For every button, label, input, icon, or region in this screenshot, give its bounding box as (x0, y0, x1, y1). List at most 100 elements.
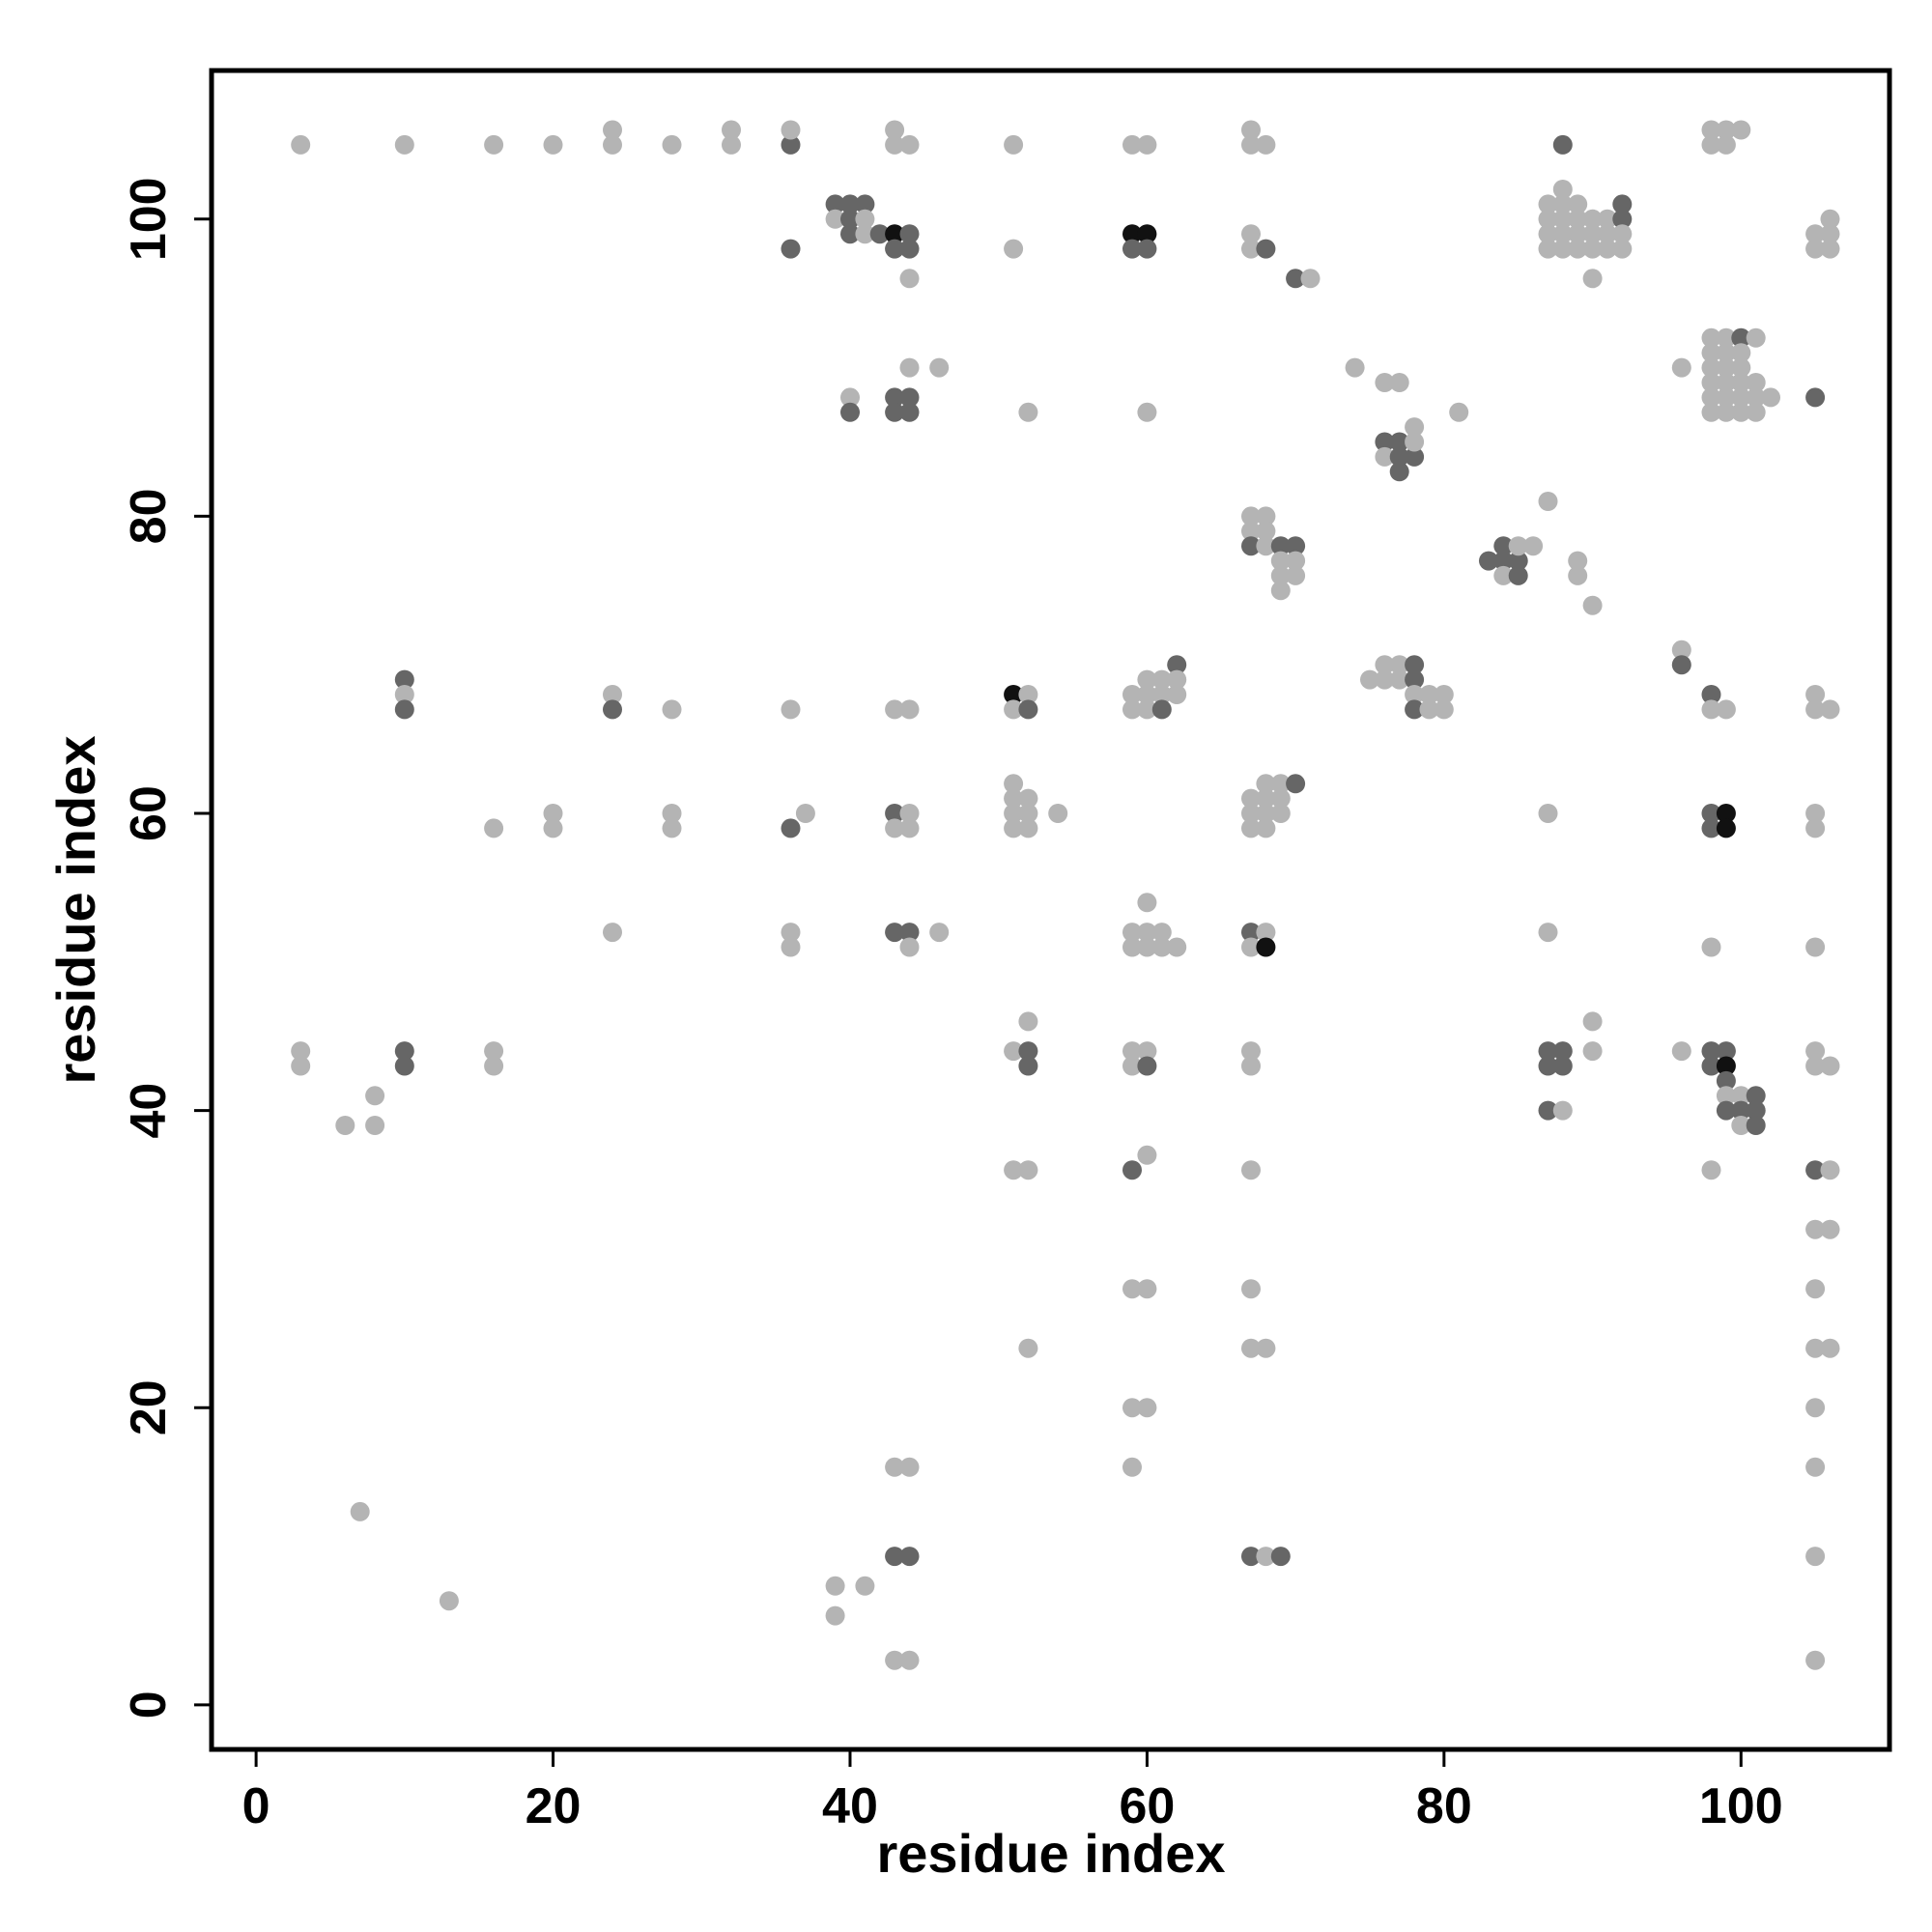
x-tick-label-20: 20 (526, 1778, 582, 1834)
data-point-257 (291, 1056, 311, 1076)
data-point-93 (1449, 402, 1469, 422)
data-point-104 (1716, 327, 1736, 348)
data-point-289 (1716, 1086, 1736, 1106)
data-point-146 (1493, 565, 1514, 585)
data-point-227 (1538, 804, 1558, 823)
data-point-327 (885, 1547, 905, 1567)
data-point-46 (1241, 224, 1261, 244)
data-point-91 (1375, 373, 1395, 392)
data-point-109 (1731, 343, 1751, 363)
data-point-240 (929, 923, 950, 943)
data-point-178 (1375, 655, 1395, 675)
data-point-234 (603, 923, 622, 943)
data-point-167 (1151, 669, 1172, 690)
data-point-113 (1701, 373, 1721, 392)
data-point-292 (1716, 1100, 1736, 1121)
data-point-74 (1582, 269, 1603, 289)
data-point-197 (484, 818, 504, 838)
data-point-200 (662, 804, 682, 823)
data-point-308 (1805, 1219, 1826, 1239)
data-point-330 (1256, 1547, 1276, 1567)
data-point-22 (1701, 120, 1721, 140)
data-point-70 (1568, 239, 1588, 259)
data-point-208 (1004, 774, 1024, 794)
data-point-274 (1241, 1056, 1261, 1076)
data-point-297 (1805, 1041, 1826, 1062)
data-point-78 (1805, 239, 1826, 259)
data-point-265 (1004, 1041, 1024, 1062)
data-point-261 (394, 1041, 414, 1062)
data-point-319 (1122, 1398, 1142, 1418)
data-point-320 (1137, 1398, 1157, 1418)
y-tick-label-100: 100 (121, 177, 177, 261)
data-point-132 (1256, 536, 1276, 556)
data-point-50 (1300, 269, 1321, 289)
data-point-255 (1805, 937, 1826, 957)
data-point-205 (899, 804, 920, 823)
data-point-162 (1018, 685, 1038, 704)
data-point-310 (1122, 1279, 1142, 1299)
data-point-20 (1552, 134, 1573, 155)
data-point-37 (885, 239, 905, 259)
data-point-214 (1018, 818, 1038, 838)
data-point-322 (885, 1457, 905, 1477)
data-point-236 (781, 937, 801, 957)
data-point-116 (1746, 373, 1766, 392)
data-point-324 (1122, 1457, 1142, 1477)
data-point-85 (899, 402, 920, 422)
data-point-194 (1805, 685, 1826, 704)
data-point-219 (1270, 774, 1291, 794)
data-point-309 (1820, 1219, 1840, 1239)
data-point-123 (1716, 402, 1736, 422)
data-point-130 (1256, 521, 1276, 541)
data-point-8 (722, 120, 741, 140)
data-point-23 (1716, 134, 1736, 155)
data-point-38 (899, 239, 920, 259)
data-point-338 (899, 1650, 920, 1670)
data-point-34 (869, 224, 890, 244)
data-point-171 (1151, 685, 1172, 704)
data-point-173 (1122, 699, 1142, 720)
data-point-187 (1419, 699, 1439, 720)
data-point-112 (1731, 357, 1751, 378)
data-point-141 (1493, 551, 1514, 571)
data-point-16 (1137, 134, 1157, 155)
data-point-156 (603, 699, 622, 720)
data-point-304 (1241, 1160, 1261, 1180)
data-point-177 (1375, 669, 1395, 690)
data-point-193 (1716, 699, 1736, 720)
data-point-279 (1538, 1100, 1558, 1121)
data-point-13 (899, 134, 920, 155)
data-point-326 (350, 1501, 370, 1521)
data-point-207 (899, 818, 920, 838)
y-tick-label-0: 0 (121, 1690, 177, 1719)
data-point-323 (899, 1457, 920, 1477)
data-point-253 (1538, 923, 1558, 943)
data-point-306 (1805, 1160, 1826, 1180)
data-point-296 (1746, 1116, 1766, 1135)
data-point-287 (1716, 1056, 1736, 1076)
data-point-95 (1389, 432, 1409, 452)
data-point-228 (1701, 804, 1721, 823)
data-point-249 (1241, 923, 1261, 943)
data-point-25 (1731, 120, 1751, 140)
data-point-94 (1375, 432, 1395, 452)
data-point-293 (1731, 1100, 1751, 1121)
data-point-151 (1582, 595, 1603, 615)
data-point-126 (1805, 387, 1826, 408)
data-point-284 (1701, 1041, 1721, 1062)
x-tick-label-40: 40 (822, 1778, 878, 1834)
data-point-223 (1256, 804, 1276, 823)
data-point-4 (603, 134, 622, 155)
data-point-247 (1151, 937, 1172, 957)
data-point-291 (1746, 1086, 1766, 1106)
data-point-271 (1122, 1056, 1142, 1076)
data-point-80 (840, 387, 860, 408)
x-tick-label-100: 100 (1699, 1778, 1783, 1834)
data-point-305 (1701, 1160, 1721, 1180)
data-point-245 (1122, 937, 1142, 957)
data-point-299 (1820, 1056, 1840, 1076)
data-point-260 (365, 1116, 385, 1135)
data-point-250 (1256, 923, 1276, 943)
data-point-166 (1137, 669, 1157, 690)
